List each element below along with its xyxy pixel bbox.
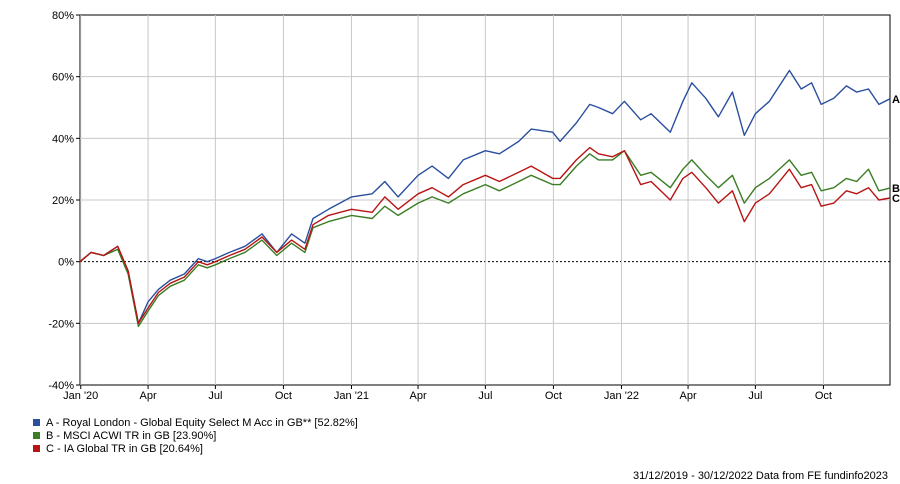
series-end-label-c: C (892, 193, 900, 205)
x-tick-label: Jul (478, 390, 492, 402)
y-tick-label: -40% (48, 380, 74, 392)
grid (80, 15, 890, 385)
y-tick-label: -20% (48, 318, 74, 330)
legend-label-c: C - IA Global TR in GB [20.64%] (46, 443, 203, 455)
y-tick-label: 40% (52, 133, 74, 145)
series-end-label-a: A (892, 94, 900, 106)
footer-text: 31/12/2019 - 30/12/2022 Data from FE fun… (633, 470, 888, 482)
series-lines (79, 69, 891, 328)
x-axis: Jan '20 Apr Jul Oct Jan '21 Apr Jul Oct Jan '22 A… (63, 385, 832, 402)
series-line-c (79, 146, 891, 324)
legend-swatch-a (33, 419, 40, 426)
x-tick-label: Oct (275, 390, 292, 402)
y-axis: 80% 60% 40% 20% 0% -20% -40% (48, 10, 80, 392)
series-end-label-b: B (892, 183, 900, 195)
y-tick-label: 0% (58, 257, 74, 269)
x-tick-label: Apr (139, 390, 156, 402)
y-tick-label: 20% (52, 195, 74, 207)
legend: A - Royal London - Global Equity Select … (33, 417, 358, 455)
x-tick-label: Jan '20 (63, 390, 98, 402)
series-line-a (79, 69, 891, 324)
x-tick-label: Jul (208, 390, 222, 402)
y-tick-label: 80% (52, 10, 74, 22)
series-line-b (79, 149, 891, 328)
legend-swatch-c (33, 445, 40, 452)
y-tick-label: 60% (52, 72, 74, 84)
x-tick-label: Oct (545, 390, 562, 402)
x-tick-label: Jan '21 (334, 390, 369, 402)
x-tick-label: Apr (409, 390, 426, 402)
legend-label-a: A - Royal London - Global Equity Select … (46, 417, 358, 429)
x-tick-label: Jul (748, 390, 762, 402)
end-labels: A BC (892, 94, 900, 205)
x-tick-label: Apr (679, 390, 696, 402)
legend-label-b: B - MSCI ACWI TR in GB [23.90%] (46, 430, 216, 442)
x-tick-label: Jan '22 (604, 390, 639, 402)
legend-swatch-b (33, 432, 40, 439)
x-tick-label: Oct (815, 390, 832, 402)
